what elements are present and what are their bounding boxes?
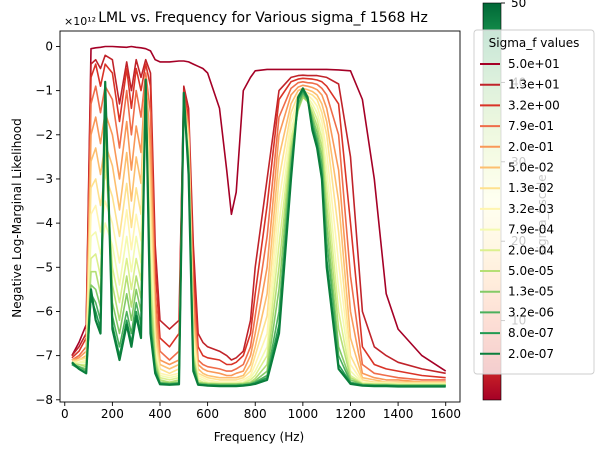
legend-label: 1.3e-05	[508, 285, 554, 299]
legend-label: 5.0e-05	[508, 264, 554, 278]
legend-label: 7.9e-04	[508, 223, 554, 237]
legend-label: 8.0e-07	[508, 326, 554, 340]
x-tick-label: 1000	[288, 407, 319, 421]
x-tick-label: 200	[101, 407, 124, 421]
x-tick-label: 1200	[335, 407, 366, 421]
legend-title: Sigma_f values	[489, 36, 580, 50]
series-line-7	[71, 81, 446, 384]
x-tick-label: 1600	[430, 407, 461, 421]
series-line-3	[71, 63, 446, 379]
legend-label: 2.0e-07	[508, 347, 554, 361]
legend-label: 3.2e-06	[508, 305, 554, 319]
chart-title: LML vs. Frequency for Various sigma_f 15…	[98, 10, 428, 26]
series-line-12	[71, 81, 446, 386]
legend-label: 3.2e-03	[508, 202, 554, 216]
colorbar-tick-label: 50	[511, 0, 526, 10]
series-line-6	[71, 78, 446, 383]
legend: Sigma_f values 5.0e+01 1.3e+01 3.2e+00 7.9e-…	[473, 29, 595, 375]
legend-label: 5.0e-02	[508, 161, 554, 175]
y-tick-label: −6	[35, 304, 53, 318]
plot-frame	[59, 30, 461, 403]
legend-label: 1.3e+01	[508, 78, 560, 92]
legend-label: 1.3e-02	[508, 181, 554, 195]
y-tick-label: −8	[35, 393, 53, 407]
x-tick-label: 800	[244, 407, 267, 421]
y-axis-offset-text: ×10¹²	[64, 15, 96, 28]
x-tick-label: 400	[149, 407, 172, 421]
series-line-15	[71, 78, 446, 388]
legend-box	[473, 29, 595, 375]
series-line-4	[71, 72, 446, 381]
plot-area: 0 200 400 600 800 1000 1200 1400 1600 0 −1 −2 −3 −4 −5…	[35, 30, 461, 421]
y-tick-label: −4	[35, 216, 53, 230]
legend-label: 2.0e-04	[508, 243, 554, 257]
series-line-14	[71, 78, 446, 387]
series-line-1	[71, 45, 447, 372]
legend-label: 5.0e+01	[508, 57, 560, 71]
y-tick-label: −5	[35, 260, 53, 274]
series-line-8	[71, 83, 446, 385]
y-tick-label: −3	[35, 172, 53, 186]
y-axis-label: Negative Log-Marginal Likelihood	[10, 118, 24, 317]
x-axis-label: Frequency (Hz)	[214, 430, 305, 444]
x-tick-label: 1400	[383, 407, 414, 421]
legend-label: 7.9e-01	[508, 119, 554, 133]
y-tick-label: −7	[35, 349, 53, 363]
x-tick-label: 600	[196, 407, 219, 421]
y-tick-label: −1	[35, 84, 53, 98]
legend-label: 2.0e-01	[508, 140, 554, 154]
series-line-2	[71, 54, 446, 375]
x-tick-label: 0	[61, 407, 69, 421]
series-line-5	[71, 76, 446, 383]
y-tick-label: −2	[35, 128, 53, 142]
y-tick-label: 0	[45, 39, 53, 53]
legend-label: 3.2e+00	[508, 98, 560, 112]
